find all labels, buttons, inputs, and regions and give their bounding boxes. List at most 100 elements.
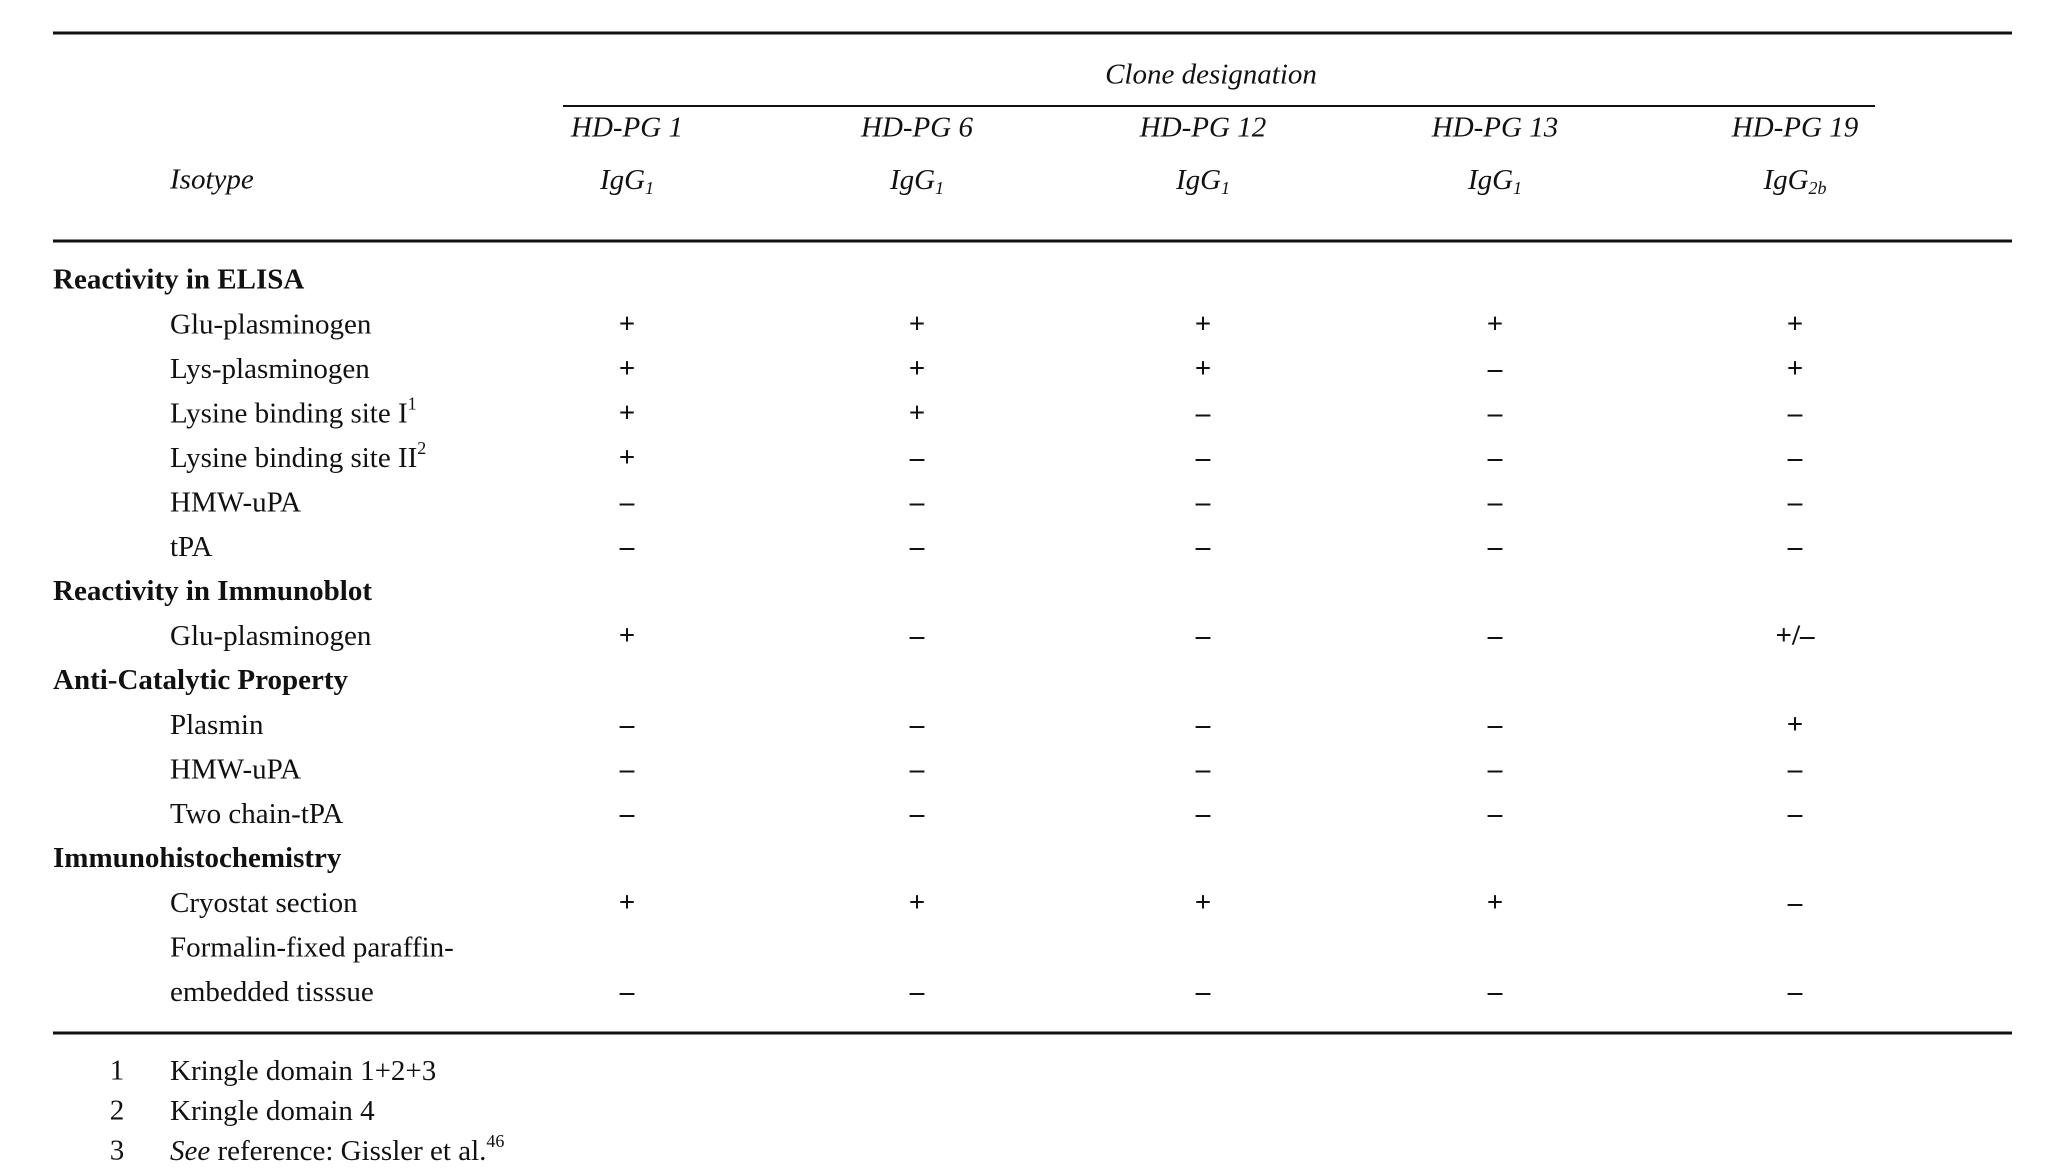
cell-value: +: [619, 397, 636, 429]
row-label: Formalin-fixed paraffin-: [170, 931, 454, 963]
isotype-base: IgG: [1467, 164, 1513, 196]
isotype-sub: 1: [1513, 178, 1522, 198]
isotype-sub: 1: [645, 178, 654, 198]
cell-value: +: [1487, 308, 1504, 340]
cell-value: –: [1787, 753, 1803, 785]
row-label-text: Plasmin: [170, 709, 264, 741]
row-label: Glu-plasminogen: [170, 620, 372, 652]
cell-value: +: [619, 353, 636, 385]
section-title: Reactivity in Immunoblot: [53, 575, 372, 607]
cell-value: –: [909, 442, 925, 474]
cell-value: –: [1487, 620, 1503, 652]
cell-value: –: [909, 620, 925, 652]
row-label: Plasmin: [170, 709, 264, 741]
clone-designation: Clone designation: [1105, 59, 1317, 91]
cell-value: +: [1787, 353, 1804, 385]
row-label: tPA: [170, 531, 213, 563]
row-label-text: Formalin-fixed paraffin-: [170, 931, 454, 963]
isotype-base: IgG: [1175, 164, 1221, 196]
row-label: Lysine binding site II2: [170, 438, 426, 474]
cell-value: –: [1787, 397, 1803, 429]
isotype-sub: 1: [935, 178, 944, 198]
cell-value: –: [1787, 442, 1803, 474]
cell-value: –: [909, 976, 925, 1008]
cell-value: –: [1195, 486, 1211, 518]
cell-value: –: [619, 709, 635, 741]
cell-value: –: [909, 709, 925, 741]
row-label-text: Glu-plasminogen: [170, 620, 372, 652]
row-label: embedded tisssue: [170, 976, 374, 1008]
row-label: HMW-uPA: [170, 753, 301, 785]
footnote-body: reference: Gissler et al.: [210, 1135, 486, 1167]
row-label-text: Lys-plasminogen: [170, 353, 370, 385]
cell-value: –: [1195, 753, 1211, 785]
row-label-text: Two chain-tPA: [170, 798, 343, 830]
footnote-mark: 1: [110, 1055, 125, 1087]
cell-value: –: [1787, 976, 1803, 1008]
footnote-prefix: See: [170, 1135, 210, 1167]
section-title: Immunohistochemistry: [53, 842, 342, 874]
isotype: IgG1: [889, 164, 944, 198]
row-label: HMW-uPA: [170, 486, 301, 518]
cell-value: –: [1787, 798, 1803, 830]
cell-value: –: [1195, 976, 1211, 1008]
row-label-text: Lysine binding site II: [170, 442, 417, 474]
cell-value: –: [1195, 798, 1211, 830]
isotype: IgG2b: [1762, 164, 1826, 198]
row-label: Two chain-tPA: [170, 798, 343, 830]
row-label-text: HMW-uPA: [170, 486, 301, 518]
clone-name: HD-PG 1: [570, 112, 683, 144]
cell-value: +: [909, 353, 926, 385]
clone-name: HD-PG 6: [860, 112, 973, 144]
cell-value: –: [1487, 442, 1503, 474]
cell-value: +: [1787, 709, 1804, 741]
cell-value: –: [909, 798, 925, 830]
cell-value: +: [619, 887, 636, 919]
cell-value: –: [619, 976, 635, 1008]
cell-value: +: [619, 442, 636, 474]
cell-value: –: [1195, 442, 1211, 474]
cell-value: +: [909, 397, 926, 429]
footnote-text: Kringle domain 4: [170, 1095, 375, 1127]
cell-value: –: [619, 753, 635, 785]
footnote-mark: 3: [110, 1135, 125, 1167]
section-title: Anti-Catalytic Property: [53, 664, 349, 696]
cell-value: –: [619, 486, 635, 518]
clone-name: HD-PG 19: [1731, 112, 1859, 144]
cell-value: +/–: [1775, 620, 1815, 652]
cell-value: –: [1787, 887, 1803, 919]
cell-value: –: [1787, 486, 1803, 518]
cell-value: +: [909, 308, 926, 340]
cell-value: –: [1487, 531, 1503, 563]
row-label: Cryostat section: [170, 887, 358, 919]
cell-value: –: [909, 486, 925, 518]
row-note: 1: [408, 394, 417, 414]
row-label: Glu-plasminogen: [170, 308, 372, 340]
cell-value: –: [909, 531, 925, 563]
cell-value: –: [619, 798, 635, 830]
cell-value: –: [1787, 531, 1803, 563]
cell-value: +: [619, 620, 636, 652]
cell-value: +: [1195, 887, 1212, 919]
isotype-label: Isotype: [169, 164, 254, 196]
isotype-base: IgG: [599, 164, 645, 196]
isotype-sub: 1: [1221, 178, 1230, 198]
cell-value: +: [909, 887, 926, 919]
cell-value: –: [1195, 531, 1211, 563]
row-label: Lys-plasminogen: [170, 353, 370, 385]
row-label-text: Glu-plasminogen: [170, 308, 372, 340]
row-label-text: tPA: [170, 531, 213, 563]
footnote-mark: 2: [110, 1095, 125, 1127]
cell-value: –: [1195, 397, 1211, 429]
cell-value: –: [1487, 798, 1503, 830]
row-label-text: Lysine binding site I: [170, 397, 408, 429]
footnote-body: Kringle domain 1+2+3: [170, 1055, 436, 1087]
cell-value: –: [1487, 353, 1503, 385]
cell-value: –: [1487, 709, 1503, 741]
isotype-base: IgG: [1762, 164, 1808, 196]
cell-value: –: [1195, 709, 1211, 741]
cell-value: –: [1487, 976, 1503, 1008]
cell-value: –: [1487, 486, 1503, 518]
clone-name: HD-PG 13: [1431, 112, 1558, 144]
